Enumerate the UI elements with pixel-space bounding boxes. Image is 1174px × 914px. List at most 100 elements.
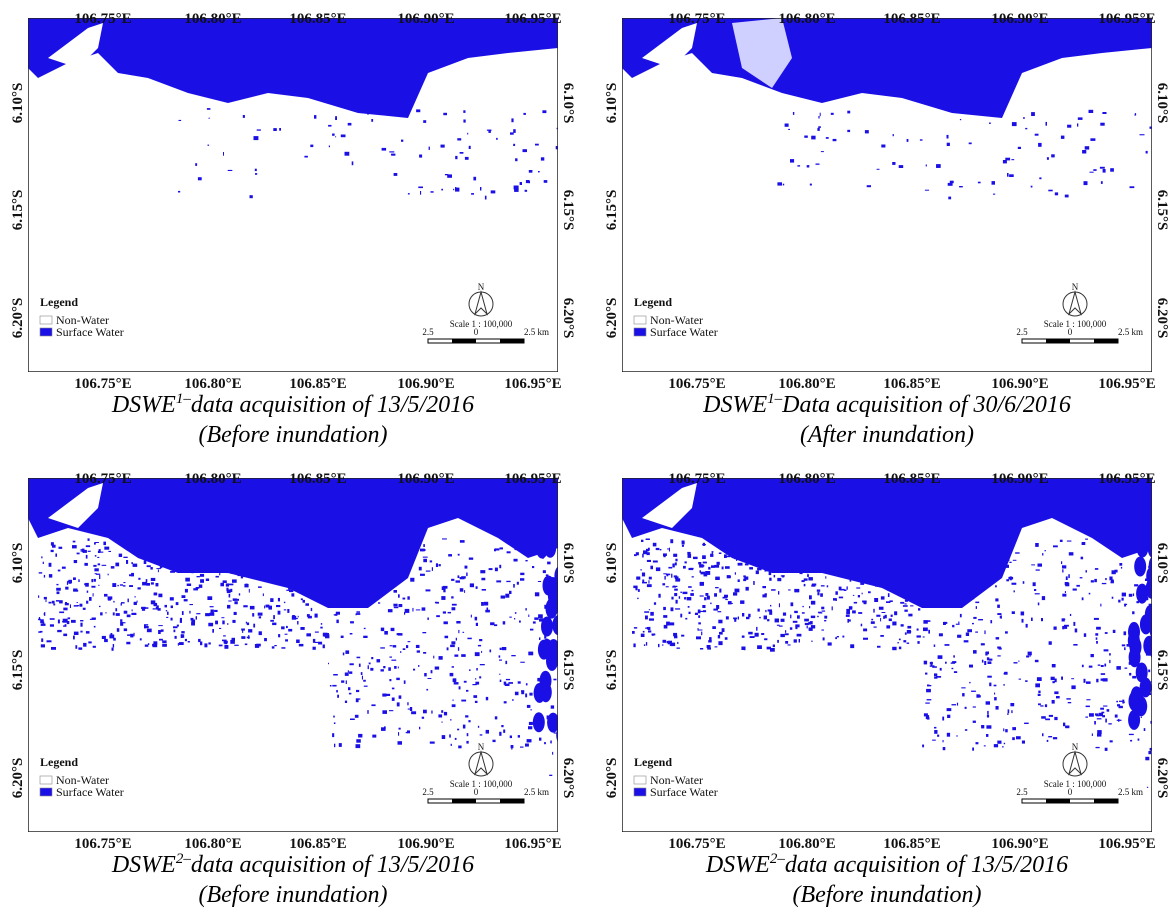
- water-pixel: [224, 645, 229, 649]
- water-pixel: [749, 636, 755, 638]
- water-pixel: [642, 579, 645, 583]
- water-pixel: [995, 706, 999, 710]
- water-pixel: [161, 551, 166, 554]
- water-body: [547, 585, 558, 606]
- scale-label: 2.5 km: [524, 327, 549, 337]
- water-pixel: [379, 561, 381, 565]
- water-pixel: [1126, 644, 1129, 647]
- water-pixel: [159, 565, 163, 569]
- water-pixel: [908, 575, 912, 577]
- water-pixel: [457, 575, 460, 578]
- water-pixel: [949, 180, 954, 184]
- water-pixel: [1015, 552, 1020, 554]
- water-pixel: [825, 137, 829, 139]
- water-pixel: [272, 573, 278, 575]
- water-pixel: [886, 625, 891, 629]
- water-pixel: [852, 594, 855, 596]
- water-pixel: [847, 566, 850, 569]
- water-pixel: [195, 163, 198, 166]
- water-pixel: [658, 643, 660, 648]
- water-pixel: [1148, 603, 1152, 605]
- caption-dataset: DSWE: [702, 392, 767, 418]
- water-pixel: [1007, 557, 1010, 561]
- water-pixel: [821, 606, 825, 610]
- water-pixel: [198, 544, 203, 547]
- water-pixel: [1068, 574, 1070, 579]
- water-pixel: [80, 622, 83, 627]
- water-pixel: [502, 621, 506, 625]
- water-pixel: [1122, 701, 1125, 703]
- water-pixel: [200, 641, 203, 646]
- water-pixel: [255, 173, 258, 175]
- water-pixel: [842, 635, 845, 638]
- water-pixel: [241, 575, 247, 577]
- water-pixel: [835, 637, 837, 640]
- water-pixel: [258, 616, 262, 619]
- water-pixel: [827, 642, 832, 646]
- water-pixel: [1104, 663, 1107, 667]
- water-pixel: [664, 575, 666, 580]
- water-pixel: [893, 589, 896, 593]
- water-pixel: [959, 613, 962, 618]
- water-pixel: [918, 608, 921, 611]
- water-pixel: [72, 545, 77, 549]
- water-pixel: [868, 591, 871, 594]
- left-axis-label: 6.10°S: [604, 83, 620, 124]
- water-pixel: [131, 572, 134, 577]
- water-pixel: [143, 560, 147, 564]
- water-pixel: [937, 734, 940, 737]
- water-pixel: [645, 538, 650, 540]
- water-pixel: [271, 540, 274, 544]
- water-pixel: [468, 720, 471, 723]
- water-pixel: [398, 604, 403, 608]
- water-pixel: [201, 557, 204, 561]
- water-pixel: [1037, 693, 1041, 696]
- water-pixel: [898, 594, 900, 596]
- water-pixel: [755, 557, 759, 561]
- water-pixel: [226, 571, 228, 574]
- water-pixel: [777, 639, 779, 643]
- water-pixel: [1098, 712, 1103, 717]
- water-pixel: [1134, 584, 1139, 587]
- water-pixel: [354, 553, 360, 556]
- water-pixel: [115, 608, 118, 612]
- water-body: [1146, 566, 1152, 587]
- water-pixel: [130, 633, 134, 638]
- water-pixel: [841, 545, 846, 549]
- water-pixel: [858, 612, 863, 614]
- water-pixel: [438, 714, 443, 718]
- water-pixel: [56, 583, 59, 586]
- scale-text: Scale 1 : 100,000: [1044, 319, 1107, 329]
- water-pixel: [1103, 649, 1109, 652]
- water-pixel: [150, 577, 156, 581]
- water-pixel: [380, 627, 385, 632]
- water-pixel: [694, 612, 698, 615]
- water-pixel: [191, 621, 195, 626]
- water-pixel: [702, 605, 706, 608]
- water-pixel: [672, 586, 677, 588]
- top-axis-label: 106.80°E: [778, 11, 835, 27]
- water-pixel: [314, 115, 317, 119]
- water-pixel: [904, 609, 908, 612]
- water-pixel: [894, 540, 900, 545]
- water-pixel: [669, 644, 672, 646]
- water-pixel: [904, 632, 907, 635]
- water-pixel: [702, 561, 707, 564]
- water-pixel: [455, 155, 458, 160]
- water-pixel: [468, 557, 474, 560]
- water-pixel: [57, 629, 62, 633]
- water-pixel: [520, 578, 525, 581]
- water-pixel: [514, 691, 519, 696]
- water-pixel: [1035, 683, 1040, 688]
- water-pixel: [831, 551, 837, 554]
- water-pixel: [993, 193, 996, 195]
- water-pixel: [971, 690, 976, 692]
- water-pixel: [821, 610, 826, 612]
- water-pixel: [1002, 160, 1007, 164]
- water-pixel: [650, 565, 653, 570]
- water-pixel: [942, 747, 946, 751]
- north-arrow-needle: [1068, 750, 1082, 776]
- water-pixel: [371, 119, 374, 122]
- water-pixel: [473, 176, 477, 181]
- water-pixel: [173, 626, 178, 629]
